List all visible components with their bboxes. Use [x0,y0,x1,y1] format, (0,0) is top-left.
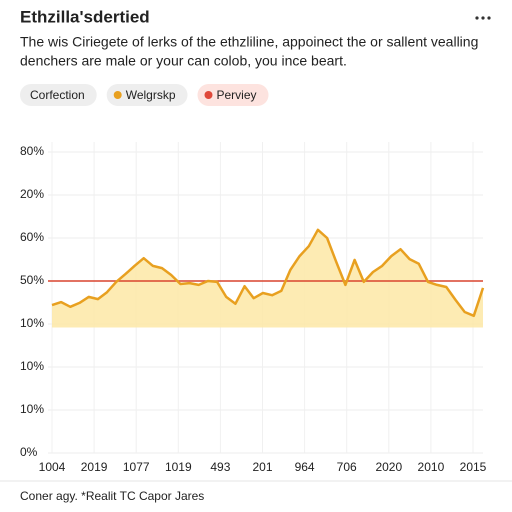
x-tick-label: 201 [252,460,272,474]
x-tick-label: 2020 [375,460,402,474]
subtitle: The wis Ciriegete of lerks of the ethzli… [20,34,478,50]
legend-dot [113,91,122,99]
x-tick-label: 2010 [418,460,445,474]
x-tick-label: 1019 [165,460,192,474]
x-tick-label: 2019 [81,460,108,474]
legend-label: Corfection [30,88,85,102]
x-tick-label: 1077 [123,460,150,474]
chart-title: Ethzilla'sdertied [20,7,150,26]
series-line [51,228,485,318]
y-tick-label: 50% [20,273,44,287]
x-tick-label: 2015 [460,460,487,474]
legend-chip [106,84,188,106]
x-tick-label: 706 [337,460,357,474]
legend-item[interactable]: Corfection [20,84,97,106]
x-tick-label: 964 [295,460,315,474]
area-fill [52,229,483,328]
legend-dot [204,91,213,99]
menu-button[interactable] [475,16,491,20]
legend-chip [20,84,97,106]
y-tick-label: 10% [20,402,44,416]
footer: Coner agy. *Realit TC Capor Jares [20,489,204,503]
y-tick-label: 60% [20,230,44,244]
y-tick-label: 10% [20,316,44,330]
legend-item[interactable]: Perviey [197,84,269,106]
x-tick-label: 493 [210,460,230,474]
legend-chip [197,84,269,106]
y-tick-label: 0% [20,445,38,459]
x-tick-label: 1004 [39,460,66,474]
y-tick-label: 80% [20,144,44,158]
y-tick-label: 20% [20,187,44,201]
legend-label: Welgrskp [126,88,176,102]
legend-item[interactable]: Welgrskp [106,84,188,106]
legend-label: Perviey [217,88,257,102]
y-tick-label: 10% [20,359,44,373]
subtitle: denchers are male or your can colob, you… [20,53,347,69]
